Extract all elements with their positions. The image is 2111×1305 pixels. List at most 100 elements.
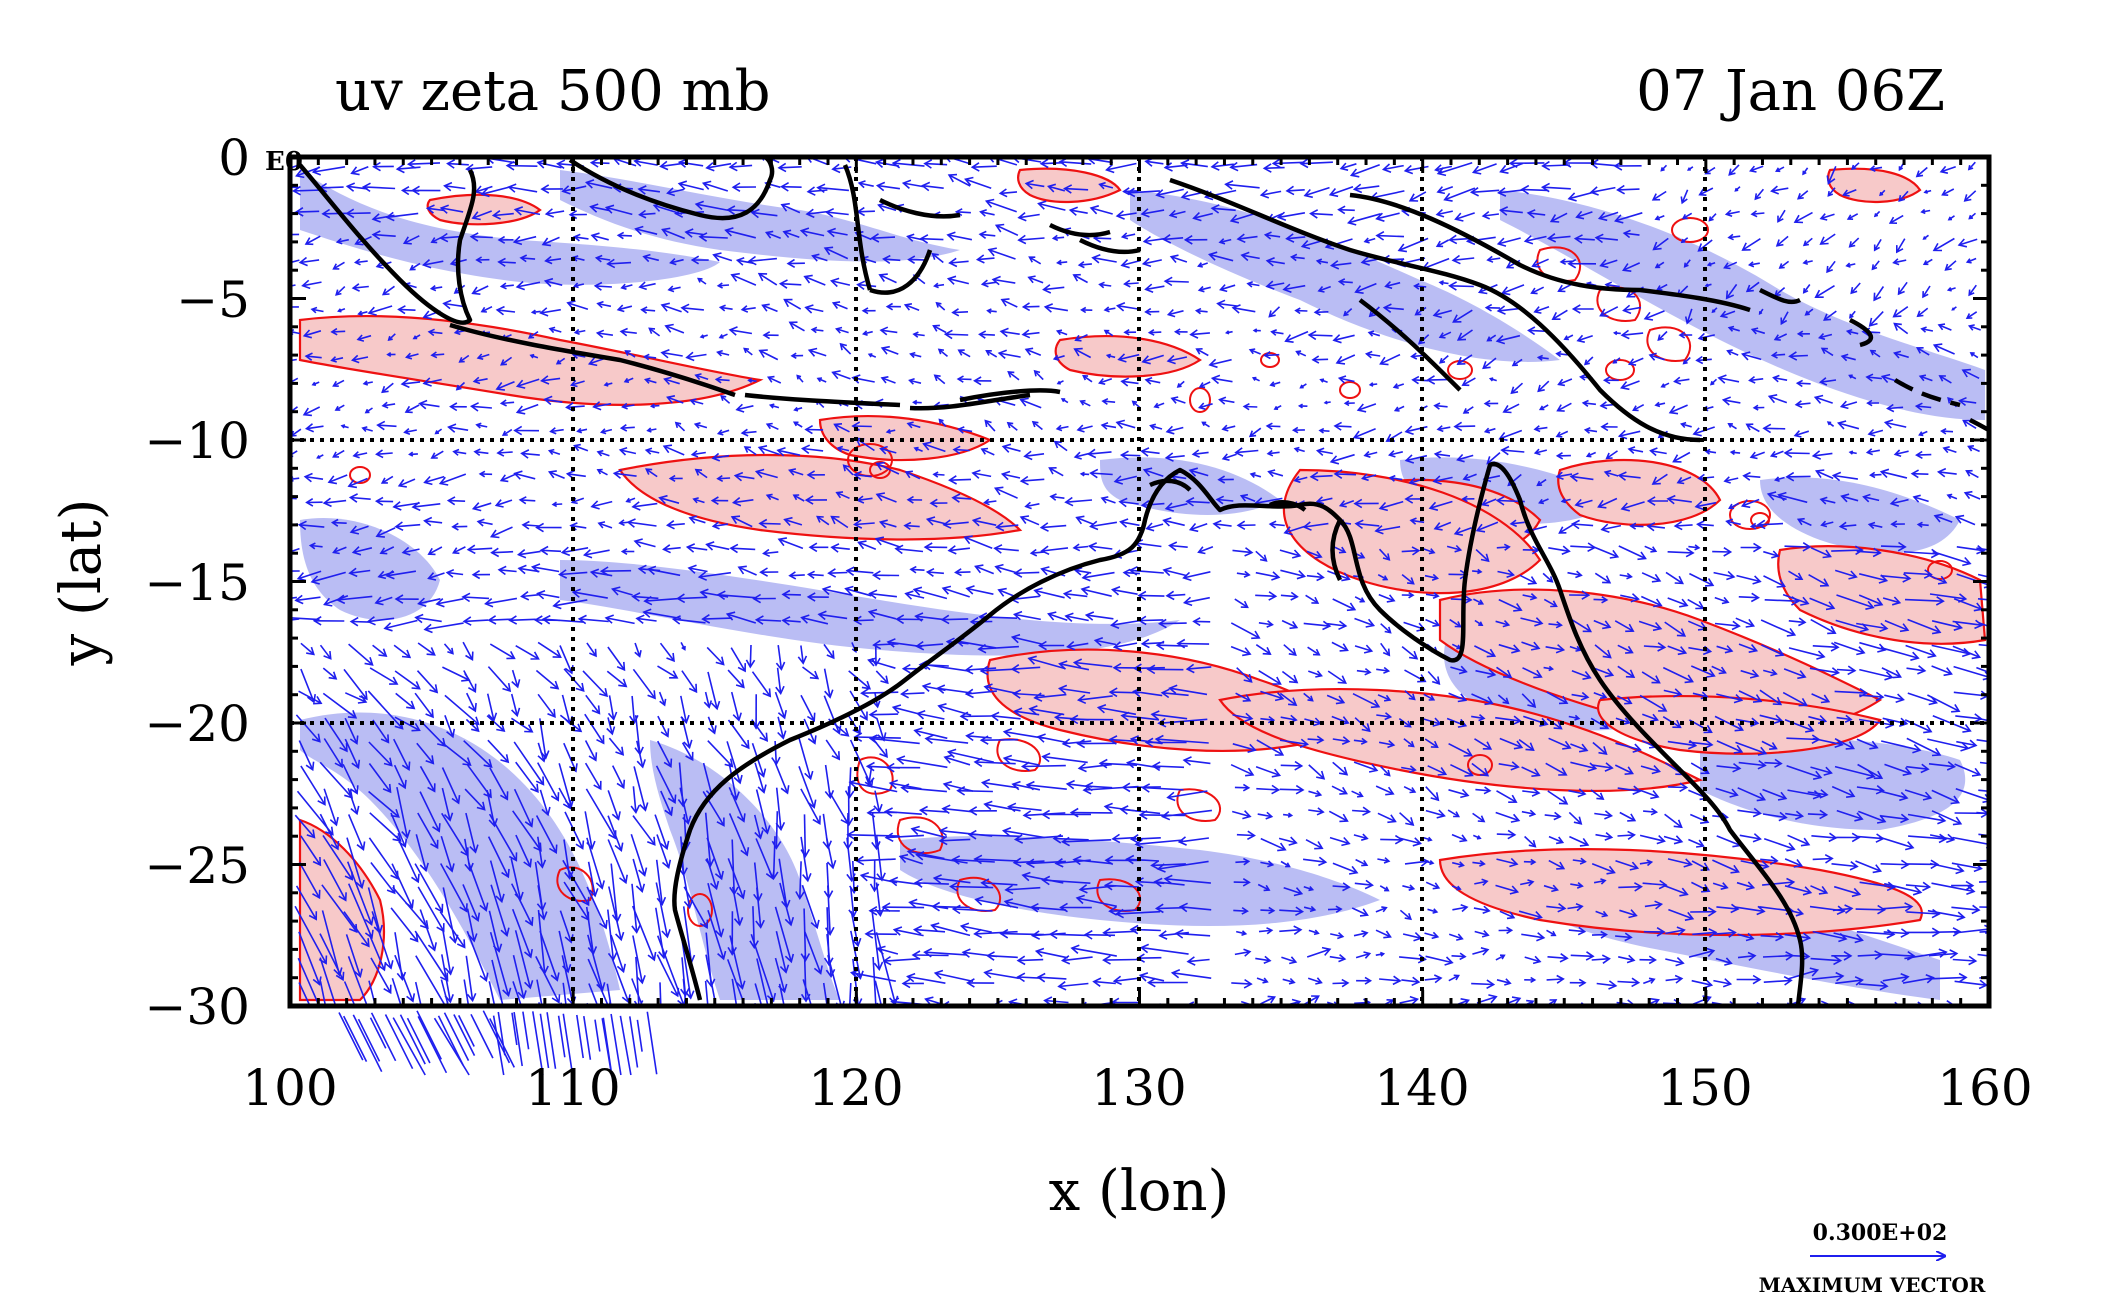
wind-vector-head [1726, 570, 1736, 581]
wind-vector-head [690, 255, 700, 265]
wind-vector-head [1632, 785, 1642, 796]
wind-vector-head [550, 972, 560, 982]
wind-vector [827, 885, 831, 935]
wind-vector [907, 235, 923, 241]
wind-vector-head [1727, 422, 1733, 428]
wind-vector [1452, 861, 1464, 867]
wind-vector-head [462, 616, 472, 626]
wind-vector [442, 666, 470, 681]
wind-vector-head [946, 231, 956, 241]
wind-vector-head [1337, 932, 1345, 940]
wind-vector-head [497, 235, 506, 244]
wind-vector-head [374, 596, 384, 606]
wind-vector-head [380, 477, 388, 484]
wind-vector [718, 284, 730, 287]
wind-vector-head [348, 567, 358, 578]
wind-vector-head [1843, 951, 1853, 961]
wind-vector [667, 396, 684, 404]
wind-vector [932, 253, 944, 264]
wind-vector-head [1041, 875, 1051, 886]
wind-vector [440, 835, 453, 872]
wind-vector [1151, 713, 1188, 720]
wind-vector-head [332, 451, 340, 458]
wind-vector [584, 740, 597, 761]
wind-vector-head [1034, 947, 1045, 958]
wind-vector [444, 694, 480, 725]
wind-vector-head [310, 575, 320, 585]
wind-vector-head [1454, 621, 1462, 628]
wind-vector-head [466, 992, 477, 1003]
wind-vector-head [442, 1045, 450, 1052]
wind-vector-head [445, 568, 455, 578]
wind-vector [1859, 881, 1895, 889]
wind-vector-head [718, 304, 726, 312]
wind-vector [808, 189, 828, 193]
wind-vector [1869, 523, 1883, 528]
wind-vector [518, 567, 540, 573]
wind-vector-head [824, 207, 835, 218]
wind-vector-head [1651, 675, 1661, 684]
wind-vector [559, 571, 588, 576]
wind-vector-head [305, 761, 315, 772]
wind-vector [439, 911, 466, 948]
wind-vector [1031, 906, 1067, 911]
wind-vector-head [381, 401, 389, 409]
wind-vector [1780, 311, 1789, 325]
wind-vector-head [1052, 354, 1060, 361]
wind-vector-head [397, 305, 406, 315]
wind-vector [1774, 333, 1788, 341]
wind-vector-head [1125, 758, 1136, 769]
wind-vector-head [355, 879, 365, 890]
wind-vector [382, 403, 396, 407]
wind-vector [1870, 473, 1882, 476]
wind-vector-head [1140, 638, 1150, 649]
wind-vector-head [1786, 627, 1797, 637]
wind-vector-head [1577, 788, 1587, 798]
wind-vector [982, 781, 1019, 789]
wind-vector-head [910, 825, 920, 836]
wind-vector-head [925, 516, 936, 526]
wind-vector [1567, 571, 1582, 577]
wind-vector-head [1617, 471, 1627, 481]
wind-vector [1681, 423, 1692, 428]
wind-vector-head [443, 181, 453, 192]
wind-vector [477, 520, 493, 526]
wind-vector [1699, 334, 1715, 340]
wind-vector [798, 738, 812, 780]
wind-vector [322, 667, 337, 680]
wind-vector-head [616, 304, 625, 313]
wind-vector [587, 861, 596, 897]
wind-vector-head [421, 259, 432, 269]
wind-vector-head [1357, 791, 1364, 798]
wind-vector [1641, 671, 1660, 684]
wind-vector [1695, 501, 1717, 508]
wind-vector [1884, 882, 1921, 894]
wind-vector [1836, 668, 1855, 672]
wind-vector-head [1141, 355, 1151, 365]
wind-vector-head [1796, 517, 1805, 526]
wind-vector [1034, 693, 1067, 699]
wind-vector [639, 212, 656, 216]
wind-vector [439, 863, 468, 912]
wind-vector-head [1384, 626, 1392, 634]
wind-vector-head [754, 468, 765, 478]
wind-vector [1628, 448, 1644, 453]
wind-vector-head [392, 501, 402, 511]
wind-vector-head [1247, 743, 1257, 753]
wind-vector-head [1508, 794, 1518, 803]
wind-vector-head [1274, 747, 1285, 756]
wind-vector [1762, 669, 1777, 675]
wind-vector-head [419, 862, 429, 873]
wind-vector [1931, 665, 1952, 675]
wind-vector-head [1141, 783, 1151, 793]
wind-vector [659, 642, 675, 662]
wind-vector-head [1687, 167, 1691, 171]
wind-vector [1600, 306, 1619, 317]
wind-vector-head [701, 180, 712, 190]
wind-vector [663, 546, 681, 551]
wind-vector [1231, 982, 1252, 985]
wind-vector-head [1409, 787, 1417, 794]
wind-vector [1317, 497, 1333, 503]
wind-vector [1410, 519, 1425, 524]
wind-vector [823, 695, 841, 734]
